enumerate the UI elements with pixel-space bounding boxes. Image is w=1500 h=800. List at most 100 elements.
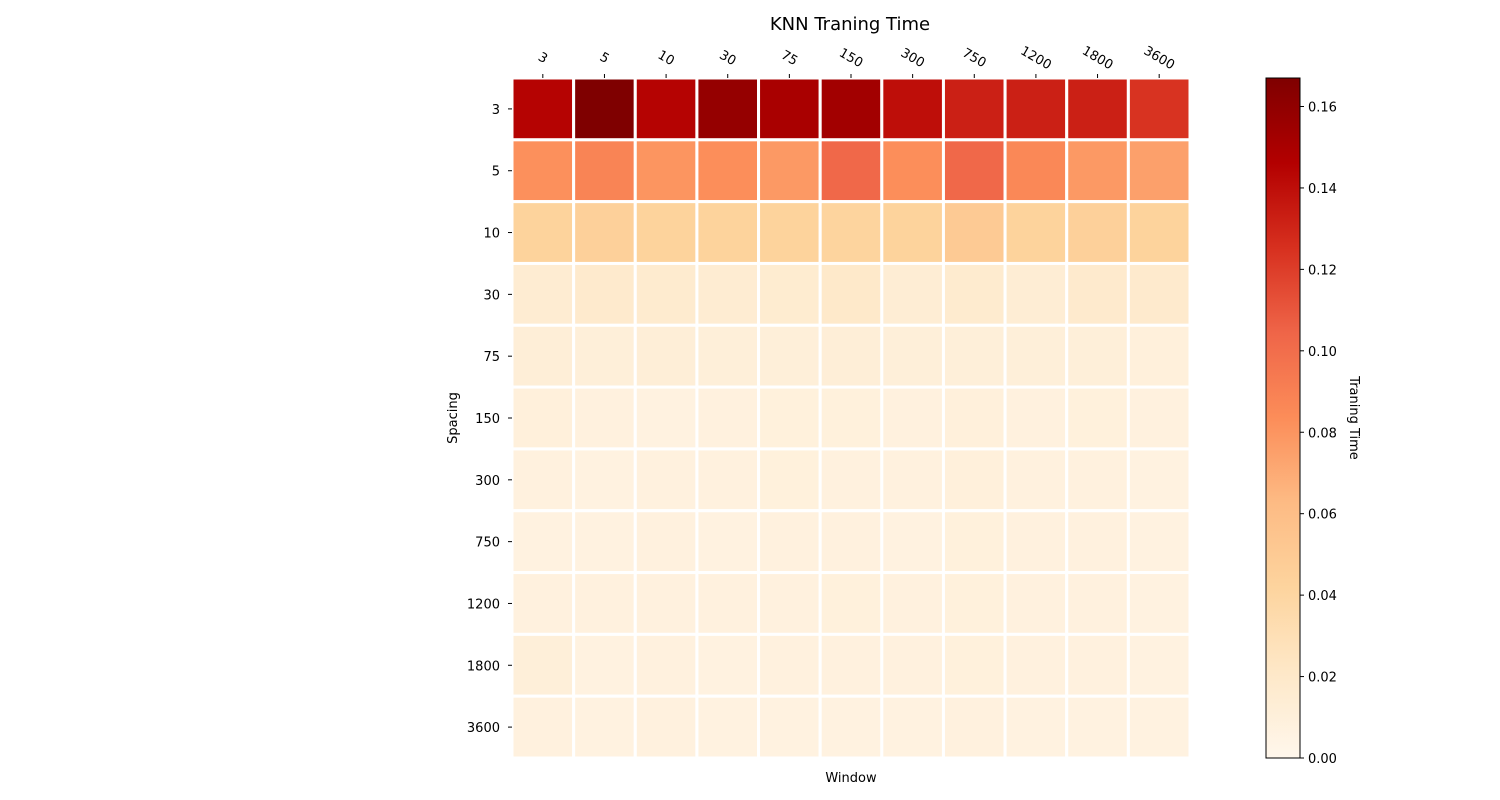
heatmap-cell [572, 632, 637, 698]
heatmap-cell [1003, 509, 1069, 575]
heatmap-cell [572, 509, 637, 575]
x-tick-label: 750 [960, 46, 989, 71]
heatmap-cell [572, 138, 637, 204]
heatmap-cell [1126, 76, 1192, 142]
x-axis-label: Window [825, 771, 877, 786]
heatmap-cell [941, 323, 1007, 389]
heatmap-cell [633, 385, 699, 451]
heatmap-cell [633, 632, 699, 698]
heatmap-cell [572, 261, 637, 327]
heatmap-cell [695, 694, 761, 760]
heatmap-cell [695, 385, 761, 451]
heatmap-cell [818, 200, 884, 265]
x-tick-label: 300 [898, 46, 927, 71]
y-tick-label: 3 [492, 103, 500, 118]
y-tick-label: 3600 [467, 721, 500, 736]
heatmap-cell [757, 200, 822, 265]
colorbar-ticks: 0.00 0.02 0.04 0.06 0.08 0.10 0.12 0.14 0.16 [1300, 101, 1337, 767]
heatmap-cell [818, 632, 884, 698]
heatmap-cell [1003, 694, 1069, 760]
heatmap-cell [1065, 509, 1130, 575]
heatmap-cell [880, 323, 945, 389]
colorbar-tick-label: 0.12 [1308, 263, 1337, 278]
x-tick-label: 75 [778, 48, 800, 69]
heatmap-cell [757, 261, 822, 327]
y-tick-label: 30 [483, 288, 500, 303]
y-tick-label: 150 [475, 412, 500, 427]
x-axis-ticks: 3 5 10 30 75 150 300 750 1200 1800 3600 [535, 44, 1177, 78]
heatmap-cell [1126, 261, 1192, 327]
heatmap-cell [510, 323, 576, 389]
heatmap-cell [1126, 632, 1192, 698]
heatmap-cell [572, 200, 637, 265]
y-tick-label: 750 [475, 536, 500, 551]
heatmap-cell [1003, 571, 1069, 636]
heatmap-cell [695, 138, 761, 204]
y-tick-label: 5 [492, 165, 500, 180]
heatmap-cell [880, 509, 945, 575]
heatmap-cell [880, 385, 945, 451]
heatmap-cell [572, 571, 637, 636]
heatmap-cell [1003, 261, 1069, 327]
heatmap-cell [695, 632, 761, 698]
y-tick-label: 300 [475, 474, 500, 489]
x-tick-label: 1800 [1079, 44, 1115, 74]
y-axis-ticks: 3 5 10 30 75 150 300 750 1200 1800 3600 [467, 103, 512, 736]
x-tick-label: 3 [535, 50, 550, 67]
heatmap-cell [1065, 200, 1130, 265]
heatmap-cell [510, 694, 576, 760]
colorbar-gradient [1265, 77, 1301, 759]
heatmap-cell [633, 323, 699, 389]
heatmap-cell [572, 694, 637, 760]
heatmap-cell [695, 261, 761, 327]
heatmap-cell [941, 694, 1007, 760]
heatmap-cell [510, 138, 576, 204]
heatmap-cell [757, 138, 822, 204]
heatmap-cell [757, 385, 822, 451]
heatmap-cell [1065, 138, 1130, 204]
heatmap-cell [818, 76, 884, 142]
heatmap-cell [633, 200, 699, 265]
heatmap-cell [757, 632, 822, 698]
heatmap-cell [880, 571, 945, 636]
y-tick-label: 1800 [467, 659, 500, 674]
heatmap-cell [880, 138, 945, 204]
heatmap-cell [1065, 385, 1130, 451]
heatmap-cells [510, 76, 1192, 760]
heatmap-cell [695, 200, 761, 265]
heatmap-cell [510, 76, 576, 142]
heatmap-cell [572, 323, 637, 389]
heatmap-cell [1126, 138, 1192, 204]
heatmap-cell [695, 447, 761, 513]
heatmap-cell [880, 447, 945, 513]
colorbar-label: Traning Time [1346, 375, 1361, 460]
heatmap-cell [818, 571, 884, 636]
heatmap-cell [818, 509, 884, 575]
x-tick-label: 30 [717, 48, 739, 69]
heatmap-cell [941, 138, 1007, 204]
heatmap-cell [818, 261, 884, 327]
heatmap-cell [757, 509, 822, 575]
colorbar: 0.00 0.02 0.04 0.06 0.08 0.10 0.12 0.14 0.16 Tra… [1265, 77, 1361, 767]
heatmap-cell [1126, 200, 1192, 265]
heatmap-cell [1065, 571, 1130, 636]
heatmap-cell [818, 138, 884, 204]
colorbar-tick-label: 0.10 [1308, 345, 1337, 360]
heatmap-cell [695, 76, 761, 142]
heatmap-cell [1065, 632, 1130, 698]
chart-title: KNN Traning Time [770, 14, 930, 35]
heatmap-cell [941, 571, 1007, 636]
heatmap-cell [880, 261, 945, 327]
x-tick-label: 3600 [1141, 44, 1177, 74]
y-axis-label: Spacing [446, 392, 461, 444]
heatmap-cell [941, 200, 1007, 265]
heatmap-cell [633, 694, 699, 760]
heatmap-cell [1065, 261, 1130, 327]
heatmap-cell [757, 323, 822, 389]
heatmap-cell [633, 261, 699, 327]
heatmap-cell [1126, 509, 1192, 575]
x-tick-label: 5 [597, 50, 612, 67]
heatmap-cell [510, 200, 576, 265]
heatmap-cell [941, 385, 1007, 451]
